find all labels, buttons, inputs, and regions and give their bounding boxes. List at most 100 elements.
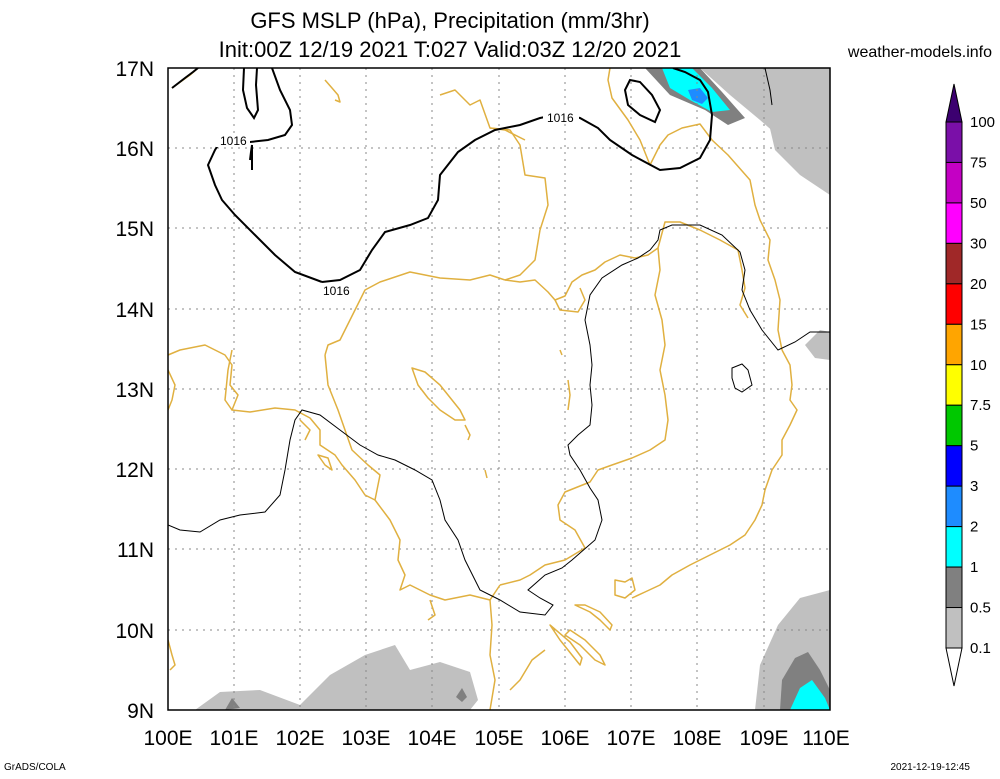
lon-tick-label: 100E: [143, 727, 192, 750]
isobar-labels: 1016 1016 1016: [216, 110, 579, 298]
legend-swatch: [945, 121, 963, 163]
legend-label: 7.5: [970, 397, 991, 414]
precip-area-0.5: [225, 698, 240, 710]
legend-swatch: [945, 566, 963, 609]
border-line: [559, 349, 563, 356]
border-line: [168, 639, 176, 671]
isobar: [731, 363, 753, 393]
border-line: [324, 354, 501, 601]
site-credit: weather-models.info: [847, 44, 992, 61]
precip-shading: [195, 68, 830, 710]
border-line: [564, 629, 606, 666]
isobar: [206, 68, 323, 283]
border-line: [549, 624, 583, 666]
border-line: [168, 369, 176, 411]
map-frame: [167, 67, 831, 711]
legend-swatch: [945, 242, 963, 285]
isobar: [764, 68, 773, 106]
lon-tick-label: 108E: [672, 727, 721, 750]
lon-tick-label: 107E: [606, 727, 655, 750]
legend-arrow-top: [945, 83, 963, 123]
legend-label: 75: [970, 154, 987, 171]
chart-title-line2: Init:00Z 12/19 2021 T:027 Valid:03Z 12/2…: [218, 37, 682, 62]
legend-swatch: [945, 404, 963, 447]
legend-swatch: [945, 202, 963, 244]
legend-swatch: [945, 364, 963, 406]
border-line: [614, 577, 636, 599]
border-line: [554, 287, 586, 313]
precip-area-0.1: [760, 68, 830, 195]
border-line: [464, 424, 471, 441]
legend-label: 0.5: [970, 600, 991, 617]
border-line: [509, 649, 546, 691]
isobar: [168, 224, 830, 616]
legend-label: 30: [970, 235, 987, 252]
border-line: [168, 344, 376, 501]
border-line: [504, 247, 659, 301]
border-line: [427, 599, 436, 621]
lon-tick-label: 102E: [275, 727, 324, 750]
lon-tick-label: 109E: [739, 727, 788, 750]
border-line: [324, 79, 341, 103]
precip-area-0.1: [195, 645, 478, 710]
lon-tick-label: 103E: [341, 727, 390, 750]
border-line: [224, 349, 233, 411]
lat-tick-label: 11N: [117, 539, 154, 562]
tonle-sap: [411, 367, 466, 421]
legend-label: 20: [970, 276, 987, 293]
border-line: [484, 469, 488, 479]
lon-tick-label: 105E: [474, 727, 523, 750]
legend-label: 3: [970, 478, 978, 495]
border-line: [317, 454, 333, 471]
legend-swatch: [945, 161, 963, 204]
border-line: [489, 599, 496, 710]
isobar-label: 1016: [220, 134, 247, 148]
lon-tick-label: 104E: [407, 727, 456, 750]
border-line: [324, 271, 506, 356]
isobar-label: 1016: [547, 111, 574, 125]
isobar-label: 1016: [323, 284, 350, 298]
legend-label: 2: [970, 519, 978, 536]
border-line: [499, 247, 669, 586]
lat-tick-label: 13N: [115, 379, 154, 402]
legend-label: 10: [970, 357, 987, 374]
grid-lines: [168, 68, 830, 710]
legend-label: 0.1: [970, 640, 991, 657]
lon-tick-label: 110E: [802, 727, 850, 750]
lat-tick-label: 14N: [115, 299, 154, 322]
legend-swatch: [945, 283, 963, 325]
legend-label: 1: [970, 559, 978, 576]
legend-swatch: [945, 485, 963, 528]
precip-area-0.1: [805, 330, 830, 360]
lat-tick-label: 16N: [115, 138, 154, 161]
lat-tick-label: 17N: [115, 58, 154, 81]
border-line: [299, 419, 311, 441]
border-line: [657, 221, 749, 319]
lat-tick-label: 12N: [115, 459, 154, 482]
lon-tick-label: 101E: [209, 727, 258, 750]
chart-title-line1: GFS MSLP (hPa), Precipitation (mm/3hr): [250, 8, 650, 33]
legend-label: 5: [970, 438, 978, 455]
precip-area-1: [790, 680, 830, 710]
lat-tick-label: 15N: [115, 218, 154, 241]
legend-arrow-bottom: [945, 647, 963, 687]
lat-tick-label: 9N: [127, 700, 154, 723]
legend-label: 50: [970, 195, 987, 212]
border-line: [567, 379, 571, 411]
border-line: [439, 89, 549, 281]
border-line: [574, 604, 613, 631]
legend-swatch: [945, 445, 963, 487]
legend-label: 100: [970, 114, 995, 131]
border-line: [631, 349, 798, 599]
precip-legend: 100 75 50 30 20 15 10 7.5 5 3 2 1 0.5 0.1: [945, 83, 995, 687]
lon-axis: 100E 101E 102E 103E 104E 105E 106E 107E …: [143, 727, 849, 750]
borders: [168, 68, 798, 710]
legend-label: 15: [970, 316, 987, 333]
footer-software: GrADS/COLA: [4, 762, 66, 773]
lat-tick-label: 10N: [115, 620, 154, 643]
border-line: [489, 127, 526, 141]
isobar: [249, 144, 253, 170]
legend-swatch: [945, 323, 963, 366]
lon-tick-label: 106E: [540, 727, 589, 750]
